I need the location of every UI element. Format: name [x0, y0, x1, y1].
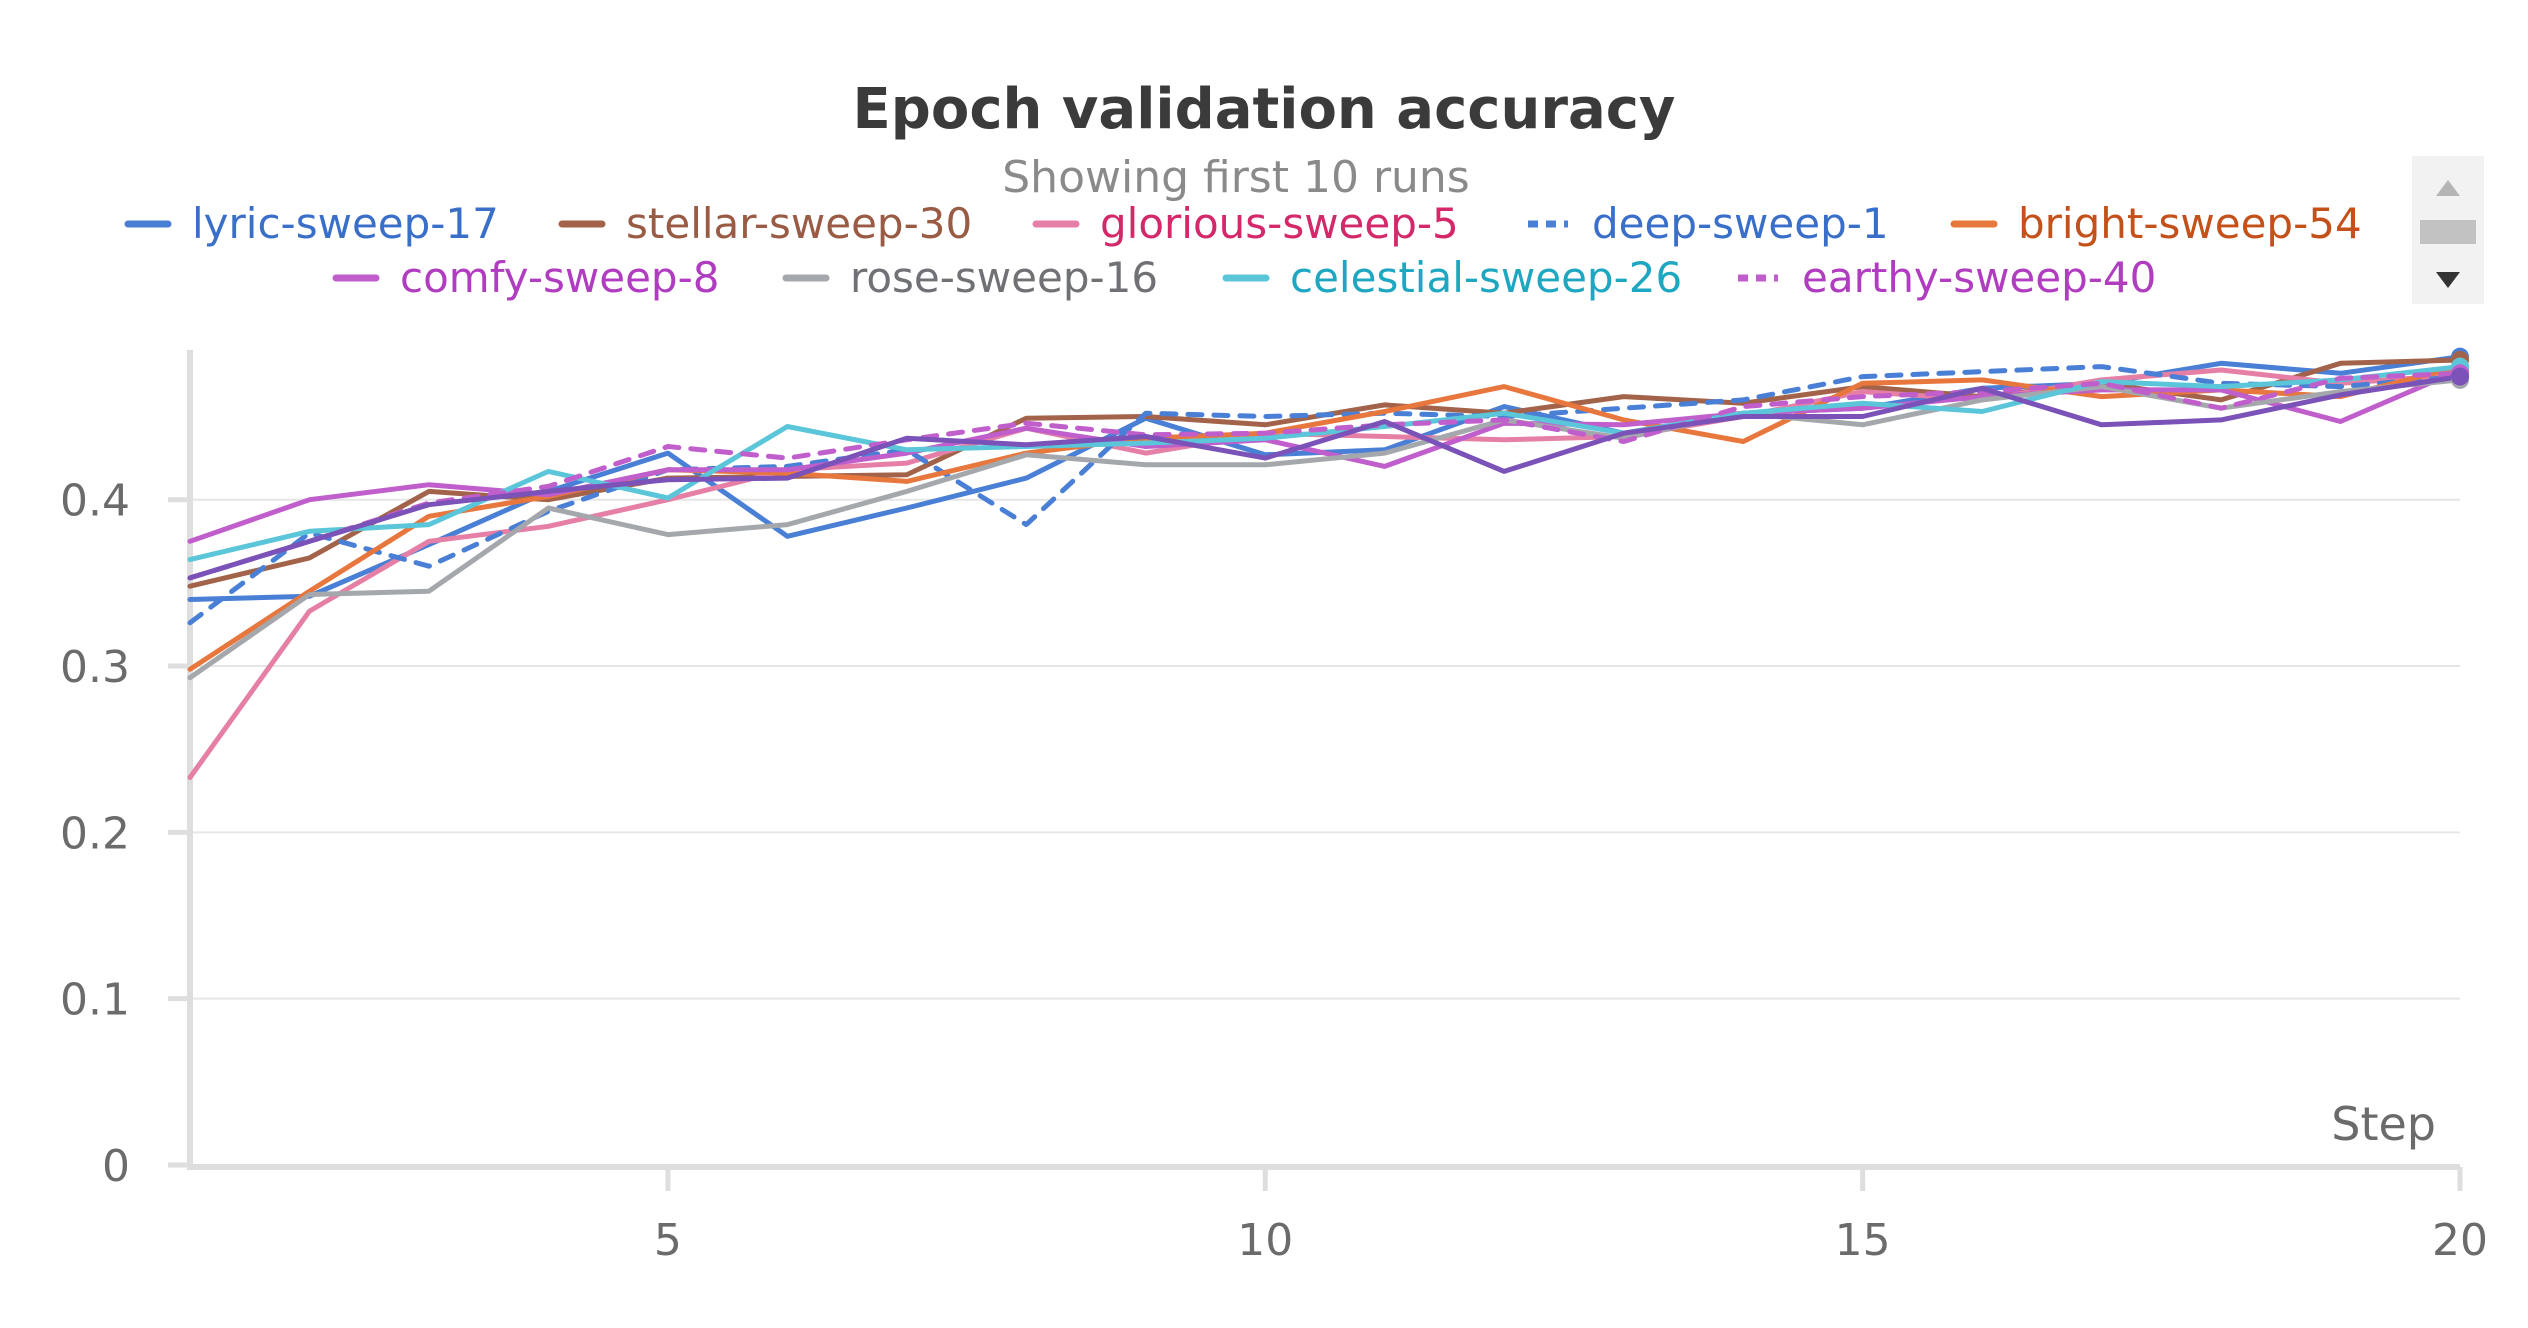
- series-end-point: [2451, 367, 2469, 386]
- series-lines: [187, 354, 2463, 780]
- legend-item-deep-sweep-1[interactable]: deep-sweep-1: [1592, 199, 1889, 248]
- y-tick-label: 0.2: [60, 808, 130, 859]
- legend-item-celestial-sweep-26[interactable]: celestial-sweep-26: [1290, 253, 1682, 302]
- y-tick-label: 0: [102, 1141, 130, 1192]
- triangle-up-icon[interactable]: [2436, 180, 2460, 196]
- legend-item-comfy-sweep-8[interactable]: comfy-sweep-8: [400, 253, 719, 302]
- series-line-run-10[interactable]: [187, 374, 2463, 581]
- legend: lyric-sweep-17 stellar-sweep-30 glorious-s…: [124, 199, 2362, 302]
- legend-scrollbar[interactable]: [2412, 156, 2484, 304]
- y-tick-label: 0.3: [60, 642, 130, 693]
- x-tick-label: 15: [1835, 1215, 1891, 1266]
- x-tick-label: 5: [654, 1215, 682, 1266]
- series-line-earthy-sweep-40[interactable]: [187, 370, 2463, 581]
- gridlines: [190, 498, 2460, 1000]
- legend-item-rose-sweep-16[interactable]: rose-sweep-16: [850, 253, 1158, 302]
- legend-item-lyric-sweep-17[interactable]: lyric-sweep-17: [192, 199, 499, 248]
- x-tick-label: 10: [1237, 1215, 1293, 1266]
- triangle-down-icon[interactable]: [2436, 272, 2460, 288]
- legend-item-glorious-sweep-5[interactable]: glorious-sweep-5: [1100, 199, 1459, 248]
- legend-item-earthy-sweep-40[interactable]: earthy-sweep-40: [1802, 253, 2156, 302]
- x-axis-label: Step: [2331, 1097, 2436, 1151]
- axes: [168, 350, 2463, 1191]
- scrollbar-thumb[interactable]: [2420, 220, 2476, 244]
- y-tick-label: 0.1: [60, 975, 130, 1026]
- series-line-deep-sweep-1[interactable]: [187, 364, 2463, 626]
- tick-labels: 5 10 15 20 0 0.1 0.2 0.3 0.4: [60, 476, 2488, 1266]
- y-tick-label: 0.4: [60, 476, 130, 527]
- legend-item-stellar-sweep-30[interactable]: stellar-sweep-30: [626, 199, 972, 248]
- legend-item-bright-sweep-54[interactable]: bright-sweep-54: [2018, 199, 2362, 248]
- x-tick-label: 20: [2432, 1215, 2488, 1266]
- end-markers: [2451, 347, 2469, 389]
- chart-title: Epoch validation accuracy: [853, 77, 1676, 142]
- chart-subtitle: Showing first 10 runs: [1002, 152, 1469, 203]
